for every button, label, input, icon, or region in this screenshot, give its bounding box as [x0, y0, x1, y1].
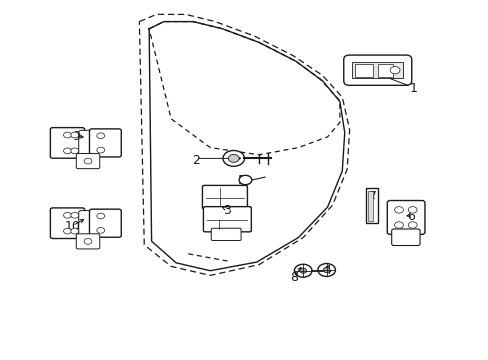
FancyBboxPatch shape [391, 229, 419, 246]
FancyBboxPatch shape [211, 228, 241, 240]
FancyBboxPatch shape [76, 234, 100, 249]
Circle shape [299, 268, 306, 273]
Circle shape [71, 228, 79, 234]
FancyBboxPatch shape [50, 208, 84, 238]
Circle shape [323, 267, 329, 273]
Text: 7: 7 [368, 190, 376, 203]
Circle shape [394, 222, 403, 228]
Text: 1: 1 [408, 82, 416, 95]
Circle shape [239, 175, 251, 185]
Circle shape [407, 222, 416, 228]
Text: 3: 3 [223, 204, 231, 217]
Text: 6: 6 [406, 210, 414, 222]
FancyBboxPatch shape [202, 185, 247, 209]
Circle shape [317, 264, 335, 276]
Bar [354, 64, 372, 77]
Circle shape [63, 132, 71, 138]
FancyBboxPatch shape [79, 211, 96, 236]
FancyBboxPatch shape [343, 55, 411, 85]
Bar [351, 62, 403, 78]
Circle shape [407, 207, 416, 213]
Text: 4: 4 [323, 264, 331, 277]
Text: 10: 10 [64, 220, 80, 233]
Circle shape [63, 228, 71, 234]
Circle shape [71, 212, 79, 218]
Text: 8: 8 [290, 271, 298, 284]
Circle shape [84, 158, 92, 164]
Bar [377, 64, 392, 77]
FancyBboxPatch shape [203, 207, 251, 232]
FancyBboxPatch shape [79, 130, 96, 156]
Circle shape [63, 148, 71, 154]
Circle shape [389, 67, 399, 74]
Circle shape [294, 264, 311, 277]
FancyBboxPatch shape [386, 201, 424, 234]
Bar [365, 188, 378, 223]
Circle shape [228, 154, 239, 162]
Circle shape [394, 207, 403, 213]
FancyBboxPatch shape [89, 209, 121, 237]
Circle shape [97, 133, 104, 139]
Circle shape [71, 148, 79, 154]
FancyBboxPatch shape [76, 153, 100, 168]
Circle shape [97, 213, 104, 219]
FancyBboxPatch shape [89, 129, 121, 157]
Circle shape [71, 132, 79, 138]
Text: 5: 5 [238, 174, 245, 186]
FancyBboxPatch shape [50, 128, 84, 158]
Text: 9: 9 [72, 130, 80, 143]
Circle shape [63, 212, 71, 218]
Text: 2: 2 [191, 154, 199, 167]
Bar [367, 191, 372, 221]
Circle shape [223, 150, 244, 166]
Circle shape [84, 238, 92, 244]
Circle shape [97, 228, 104, 233]
Circle shape [97, 147, 104, 153]
